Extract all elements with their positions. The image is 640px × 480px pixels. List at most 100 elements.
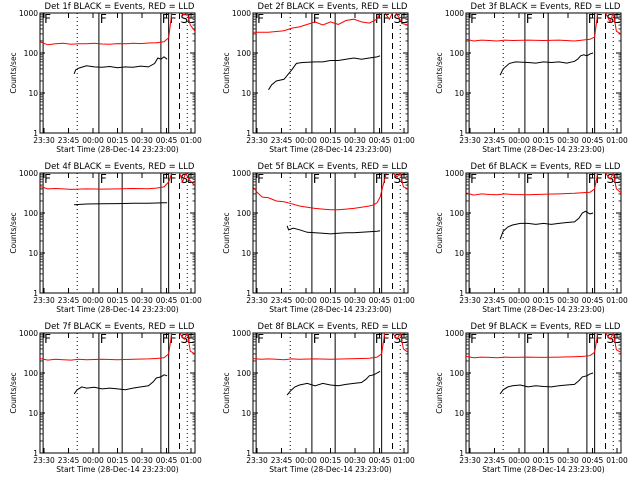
x-tick-label: 00:15: [320, 296, 342, 305]
marker-label: F: [588, 172, 595, 186]
marker-label: S: [181, 12, 189, 26]
x-tick-label: 23:45: [271, 456, 293, 465]
x-tick-label: 23:45: [58, 136, 80, 145]
x-tick-label: 01:00: [393, 296, 415, 305]
y-tick-label: 10: [454, 89, 464, 98]
x-axis-label: Start Time (28-Dec-14 23:23:00): [482, 145, 604, 154]
marker-label: E: [613, 332, 621, 346]
x-tick-label: 23:45: [484, 456, 506, 465]
x-tick-label: 00:45: [582, 136, 604, 145]
marker-label: F: [383, 332, 390, 346]
y-tick-label: 1: [459, 129, 464, 138]
x-tick-label: 23:30: [459, 136, 481, 145]
x-tick-label: 00:45: [369, 296, 391, 305]
y-tick-label: 1000: [19, 169, 38, 178]
x-tick-label: 00:15: [320, 456, 342, 465]
x-tick-label: 23:45: [484, 136, 506, 145]
marker-label: F: [44, 12, 51, 26]
marker-label: F: [596, 172, 603, 186]
plot-frame: [252, 332, 409, 454]
y-tick-label: 1: [246, 449, 251, 458]
panel-det-2: Det 2f BLACK = Events, RED = LLD 1 10 100 10…: [222, 2, 415, 154]
y-axis-label: Counts/sec: [222, 52, 231, 93]
panel-det-3: Det 3f BLACK = Events, RED = LLD 1 10 100 10…: [435, 2, 628, 154]
panel-det-4: Det 4f BLACK = Events, RED = LLD 1 10 100 10…: [9, 162, 202, 314]
y-tick-label: 10: [241, 249, 251, 258]
marker-label: E: [613, 12, 621, 26]
y-tick-label: 100: [450, 209, 465, 218]
event-rate-curve: [268, 55, 381, 91]
marker-label: F: [100, 172, 107, 186]
marker-label: F: [44, 172, 51, 186]
marker-label: F: [596, 332, 603, 346]
y-tick-label: 10: [28, 249, 38, 258]
x-tick-label: 00:00: [295, 296, 317, 305]
y-axis-label: Counts/sec: [435, 52, 444, 93]
x-tick-label: 00:15: [533, 136, 555, 145]
y-tick-label: 100: [450, 369, 465, 378]
x-tick-label: 01:00: [180, 296, 202, 305]
panel-det-6: Det 6f BLACK = Events, RED = LLD 1 10 100 10…: [435, 162, 628, 314]
marker-label: F: [526, 172, 533, 186]
marker-label: F: [375, 332, 382, 346]
lld-rate-curve: [466, 333, 621, 359]
marker-label: F: [375, 12, 382, 26]
x-tick-label: 23:45: [271, 296, 293, 305]
marker-label: S: [394, 172, 402, 186]
x-tick-label: 23:30: [246, 296, 268, 305]
x-tick-label: 00:00: [82, 456, 104, 465]
y-tick-label: 100: [24, 209, 39, 218]
marker-label: F: [162, 172, 169, 186]
panel-det-7: Det 7f BLACK = Events, RED = LLD 1 10 100 10…: [9, 322, 202, 474]
lld-rate-curve: [253, 13, 408, 33]
x-axis-label: Start Time (28-Dec-14 23:23:00): [482, 305, 604, 314]
y-tick-label: 100: [24, 369, 39, 378]
x-tick-label: 00:15: [107, 136, 129, 145]
x-tick-label: 23:30: [33, 136, 55, 145]
y-tick-label: 1000: [232, 169, 251, 178]
panel-det-9: Det 9f BLACK = Events, RED = LLD 1 10 100 10…: [435, 322, 628, 474]
marker-label: F: [375, 172, 382, 186]
y-tick-label: 1000: [232, 9, 251, 18]
y-tick-label: 10: [28, 89, 38, 98]
x-tick-label: 01:00: [606, 136, 628, 145]
x-tick-label: 00:45: [156, 296, 178, 305]
lld-rate-curve: [40, 333, 195, 361]
y-tick-label: 1000: [445, 329, 464, 338]
lld-rate-curve: [40, 173, 195, 190]
x-tick-label: 00:45: [369, 136, 391, 145]
event-rate-curve: [499, 372, 594, 395]
marker-label: F: [596, 12, 603, 26]
x-tick-label: 00:30: [344, 456, 366, 465]
x-tick-label: 00:00: [82, 136, 104, 145]
panel-title: Det 7f BLACK = Events, RED = LLD: [45, 322, 195, 332]
x-axis-label: Start Time (28-Dec-14 23:23:00): [482, 465, 604, 474]
y-axis-label: Counts/sec: [222, 212, 231, 253]
marker-label: F: [313, 172, 320, 186]
plot-frame: [39, 332, 196, 454]
plot-frame: [465, 332, 622, 454]
y-axis-label: Counts/sec: [9, 52, 18, 93]
x-tick-label: 01:00: [393, 456, 415, 465]
marker-label: E: [613, 172, 621, 186]
marker-label: F: [383, 12, 390, 26]
marker-label: E: [400, 12, 408, 26]
marker-label: E: [400, 332, 408, 346]
panel-title: Det 1f BLACK = Events, RED = LLD: [45, 2, 195, 12]
plot-frame: [39, 12, 196, 134]
marker-label: F: [170, 332, 177, 346]
marker-label: E: [400, 172, 408, 186]
x-tick-label: 23:30: [246, 456, 268, 465]
x-tick-label: 00:30: [557, 136, 579, 145]
marker-label: S: [607, 12, 615, 26]
y-axis-label: Counts/sec: [222, 372, 231, 413]
x-tick-label: 00:45: [369, 456, 391, 465]
plot-frame: [252, 172, 409, 294]
x-tick-label: 01:00: [180, 456, 202, 465]
marker-label: F: [588, 332, 595, 346]
marker-label: F: [100, 332, 107, 346]
x-tick-label: 23:30: [459, 296, 481, 305]
y-axis-label: Counts/sec: [9, 372, 18, 413]
x-axis-label: Start Time (28-Dec-14 23:23:00): [56, 305, 178, 314]
marker-label: F: [470, 332, 477, 346]
